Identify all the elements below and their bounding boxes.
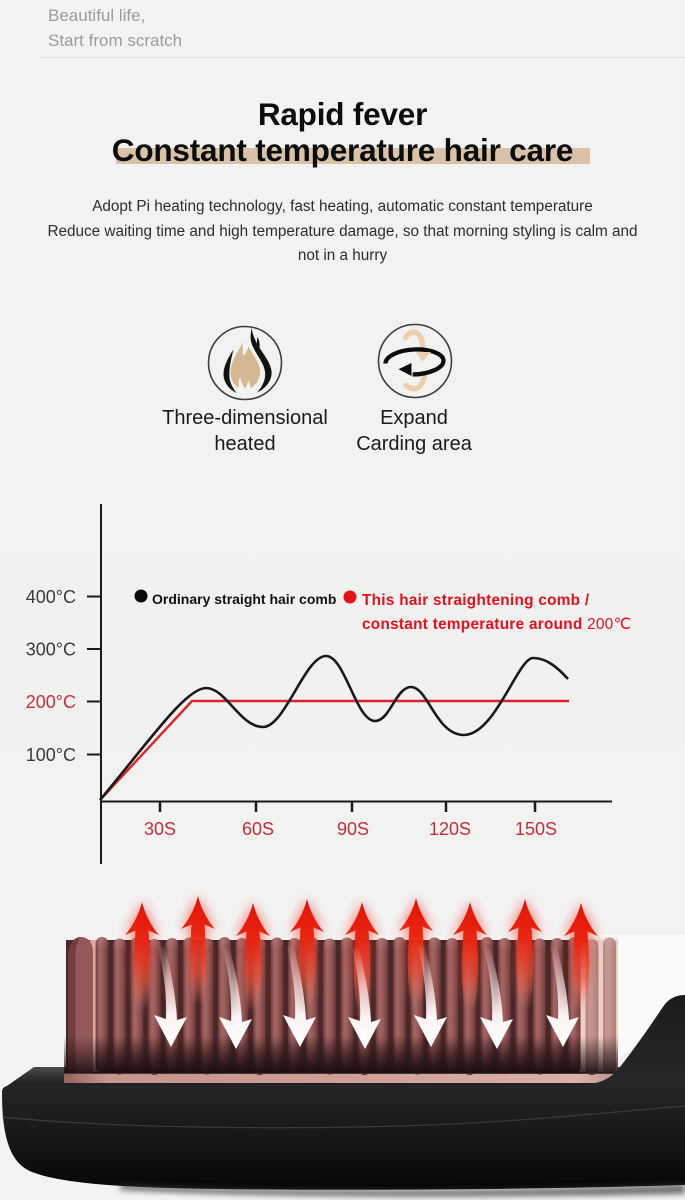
svg-text:90S: 90S — [337, 819, 369, 839]
svg-text:100°C: 100°C — [26, 745, 76, 765]
svg-text:30S: 30S — [144, 819, 176, 839]
svg-text:Ordinary straight hair comb: Ordinary straight hair comb — [152, 591, 336, 607]
svg-text:150S: 150S — [515, 819, 557, 839]
svg-text:120S: 120S — [429, 819, 471, 839]
svg-text:constant temperature around 20: constant temperature around 200℃ — [362, 616, 631, 633]
svg-text:60S: 60S — [242, 819, 274, 839]
svg-text:This hair straightening comb /: This hair straightening comb / — [362, 592, 590, 609]
svg-text:400°C: 400°C — [26, 587, 76, 607]
svg-text:200°C: 200°C — [26, 692, 76, 712]
svg-text:300°C: 300°C — [26, 640, 76, 660]
